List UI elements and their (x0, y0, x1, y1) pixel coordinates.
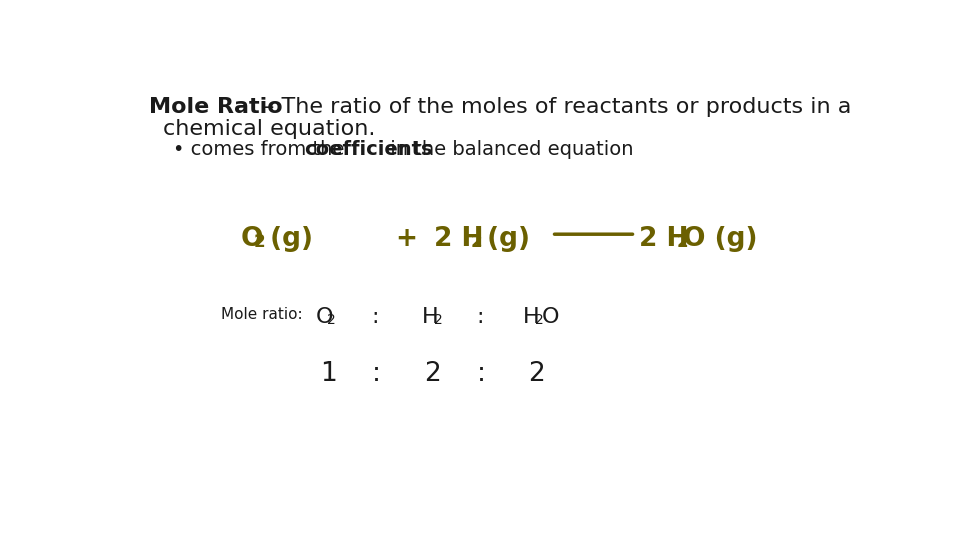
Text: 2: 2 (535, 313, 543, 327)
Text: (g): (g) (478, 226, 530, 253)
Text: 2: 2 (677, 233, 688, 251)
Text: :: : (476, 361, 486, 387)
Text: – The ratio of the moles of reactants or products in a: – The ratio of the moles of reactants or… (255, 97, 851, 117)
Text: O (g): O (g) (684, 226, 758, 253)
Text: O: O (240, 226, 263, 253)
Text: 2: 2 (528, 361, 545, 387)
Text: Mole ratio:: Mole ratio: (221, 307, 302, 322)
Text: 2 H: 2 H (434, 226, 484, 253)
Text: in the balanced equation: in the balanced equation (383, 140, 633, 159)
Text: 2: 2 (471, 233, 483, 251)
Text: Mole Ratio: Mole Ratio (150, 97, 283, 117)
Text: :: : (372, 361, 381, 387)
Text: H: H (523, 307, 540, 327)
Text: coefficients: coefficients (304, 140, 433, 159)
Text: O: O (315, 307, 333, 327)
Text: :: : (476, 307, 484, 327)
Text: O: O (541, 307, 559, 327)
Text: 2: 2 (327, 313, 336, 327)
Text: 2: 2 (434, 313, 443, 327)
Text: :: : (372, 307, 379, 327)
Text: +: + (396, 226, 418, 253)
Text: 2 H: 2 H (639, 226, 688, 253)
Text: 2: 2 (424, 361, 442, 387)
Text: (g): (g) (261, 226, 313, 253)
Text: 2: 2 (254, 233, 266, 251)
Text: 1: 1 (320, 361, 337, 387)
Text: chemical equation.: chemical equation. (162, 119, 375, 139)
Text: • comes from the: • comes from the (173, 140, 350, 159)
Text: H: H (422, 307, 439, 327)
